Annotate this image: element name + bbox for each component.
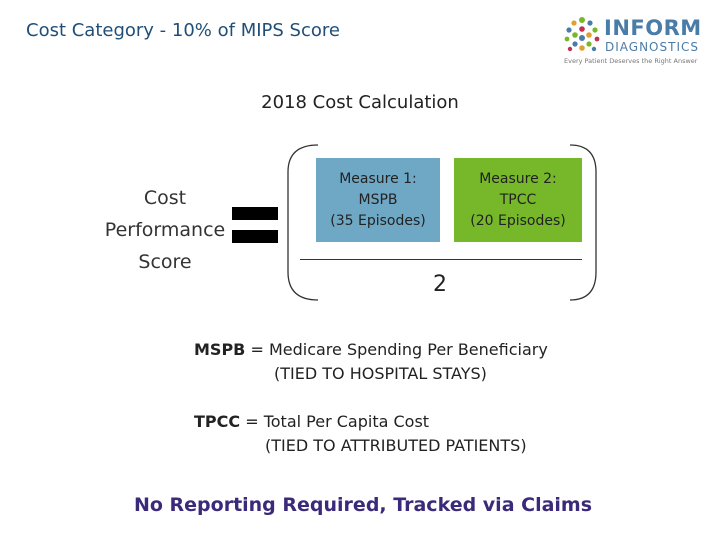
slide-title: Cost Category - 10% of MIPS Score <box>26 20 340 41</box>
mspb-text: = Medicare Spending Per Beneficiary <box>245 340 548 359</box>
inform-diagnostics-logo: INFORM DIAGNOSTICS Every Patient Deserve… <box>560 14 710 70</box>
measure-2-line: (20 Episodes) <box>470 212 566 229</box>
measure-1-line: MSPB <box>358 191 398 208</box>
lhs-line: Cost <box>143 187 187 209</box>
divisor: 2 <box>433 272 447 297</box>
mspb-note: (TIED TO HOSPITAL STAYS) <box>274 364 487 383</box>
logo-tagline: Every Patient Deserves the Right Answer <box>564 57 698 65</box>
measure-1-line: (35 Episodes) <box>330 212 426 229</box>
footer-message: No Reporting Required, Tracked via Claim… <box>133 494 593 516</box>
tpcc-definition: TPCC = Total Per Capita Cost <box>194 412 429 431</box>
cost-performance-score-label: Cost Performance Score <box>90 182 240 278</box>
right-bracket <box>569 144 597 301</box>
tpcc-note: (TIED TO ATTRIBUTED PATIENTS) <box>265 436 527 455</box>
tpcc-text: = Total Per Capita Cost <box>240 412 430 431</box>
logo-wordmark: INFORM <box>604 16 702 40</box>
lhs-line: Performance <box>104 219 226 241</box>
equals-sign-top-bar <box>232 207 278 220</box>
lhs-line: Score <box>138 251 192 273</box>
equals-sign-bottom-bar <box>232 230 278 243</box>
mspb-term: MSPB <box>194 340 246 359</box>
fraction-divider <box>300 259 582 260</box>
calculation-title: 2018 Cost Calculation <box>261 92 459 113</box>
mspb-definition: MSPB = Medicare Spending Per Beneficiary <box>194 340 548 359</box>
measure-2-line: TPCC <box>499 191 537 208</box>
measure-1-box: Measure 1: MSPB (35 Episodes) <box>316 158 440 242</box>
left-bracket <box>287 144 319 301</box>
logo-dots-icon <box>564 17 600 52</box>
measure-2-box: Measure 2: TPCC (20 Episodes) <box>454 158 582 242</box>
logo-subtitle: DIAGNOSTICS <box>605 40 699 54</box>
measure-2-line: Measure 2: <box>479 170 557 187</box>
measure-1-line: Measure 1: <box>339 170 417 187</box>
tpcc-term: TPCC <box>194 412 241 431</box>
